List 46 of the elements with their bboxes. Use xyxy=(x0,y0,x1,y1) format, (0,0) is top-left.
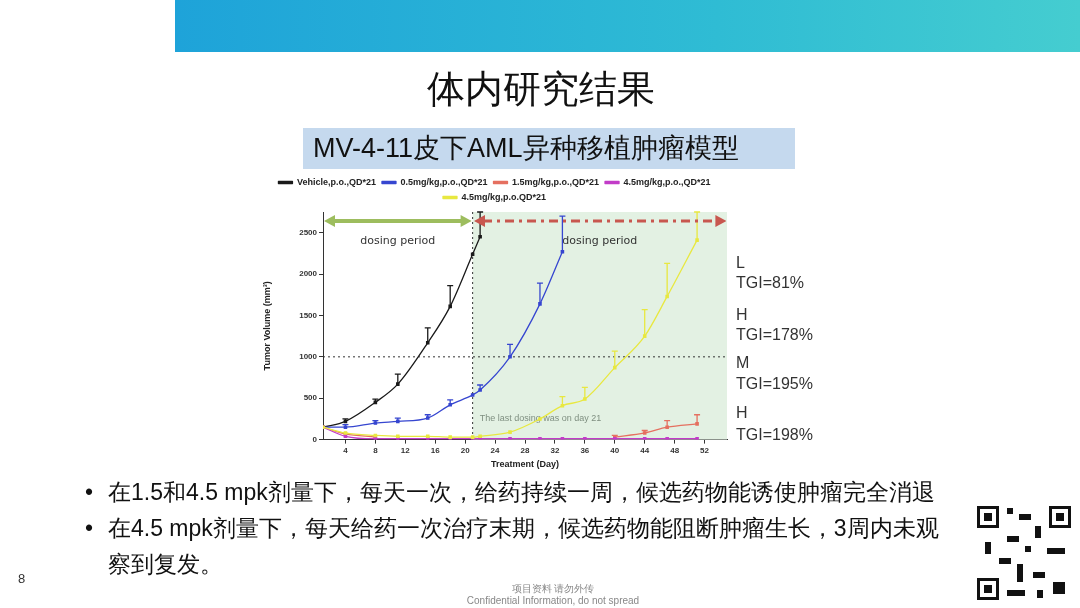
text: TGI=81% xyxy=(736,273,805,292)
text: H xyxy=(736,305,748,324)
text: • xyxy=(85,478,94,507)
y-tick-label: 1500 xyxy=(299,310,318,320)
text: H xyxy=(736,403,748,422)
x-tick-label: 52 xyxy=(700,445,710,455)
y-tick-label: 0 xyxy=(312,434,318,444)
legend-label: 0.5mg/kg,p.o.,QD*21 xyxy=(400,176,488,187)
ref-line-label: The last dosing was on day 21 xyxy=(479,413,602,424)
band-label: dosing period xyxy=(562,233,638,247)
y-tick-label: 500 xyxy=(303,393,318,403)
text: TGI=198% xyxy=(736,425,813,444)
y-tick-label: 2500 xyxy=(299,227,318,237)
x-tick-label: 28 xyxy=(520,445,530,455)
x-tick-label: 8 xyxy=(373,445,379,455)
text: 项目资料 请勿外传 xyxy=(510,583,596,595)
text: 8 xyxy=(18,571,26,586)
x-axis-title: Treatment (Day) xyxy=(490,459,560,470)
text: L xyxy=(736,253,745,272)
text: TGI=195% xyxy=(736,374,813,393)
y-tick-label: 2000 xyxy=(299,269,318,279)
chart-title: 体内研究结果 xyxy=(426,67,656,112)
x-tick-label: 4 xyxy=(343,445,349,455)
x-tick-label: 44 xyxy=(640,445,650,455)
legend-label: 1.5mg/kg,p.o.,QD*21 xyxy=(512,176,600,187)
text: TGI=178% xyxy=(736,325,813,344)
x-tick-label: 16 xyxy=(430,445,441,455)
x-tick-label: 24 xyxy=(490,445,501,455)
text: 在1.5和4.5 mpk剂量下，每天一次，给药持续一周，候选药物能诱使肿瘤完全消退 xyxy=(108,478,936,507)
text: M xyxy=(736,353,750,372)
x-tick-label: 20 xyxy=(460,445,471,455)
legend-label: 4.5mg/kg,p.o.,QD*21 xyxy=(623,176,711,187)
text: Confidential Information, do not spread xyxy=(465,595,641,607)
x-tick-label: 40 xyxy=(610,445,620,455)
chart-subtitle: MV-4-11皮下AML异种移植肿瘤模型 xyxy=(303,128,795,169)
x-tick-label: 12 xyxy=(400,445,411,455)
x-tick-label: 36 xyxy=(580,445,590,455)
x-tick-label: 32 xyxy=(550,445,560,455)
text: • xyxy=(85,514,94,543)
legend-label: Vehicle,p.o.,QD*21 xyxy=(296,176,376,187)
text: 在4.5 mpk剂量下，每天给药一次治疗末期，候选药物能阻断肿瘤生长，3周内未观察到复发。 xyxy=(108,514,940,579)
legend-label: 4.5mg/kg,p.o.QD*21 xyxy=(461,191,547,202)
x-tick-label: 48 xyxy=(670,445,680,455)
y-tick-label: 1000 xyxy=(299,352,318,362)
annotation: dosing period xyxy=(360,233,436,247)
y-axis-title: Tumor Volume (mm³) xyxy=(261,281,272,371)
